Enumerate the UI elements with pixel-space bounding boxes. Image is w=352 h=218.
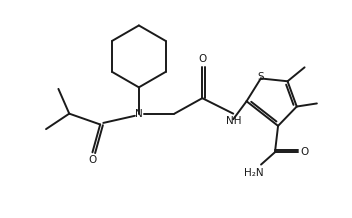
Text: NH: NH (226, 116, 241, 126)
Text: H₂N: H₂N (244, 168, 264, 178)
Text: S: S (258, 72, 264, 82)
Text: N: N (135, 109, 143, 119)
Text: O: O (301, 147, 309, 157)
Text: O: O (88, 155, 96, 165)
Text: O: O (198, 54, 206, 64)
